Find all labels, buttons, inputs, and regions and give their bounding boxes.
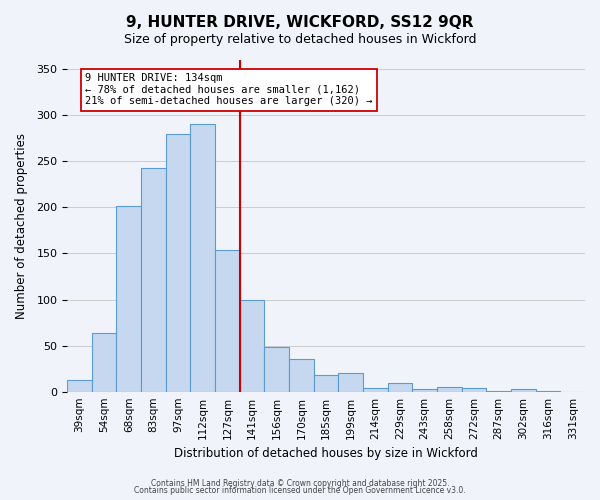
Bar [437, 387, 462, 392]
X-axis label: Distribution of detached houses by size in Wickford: Distribution of detached houses by size … [174, 447, 478, 460]
Bar [265, 346, 289, 392]
Bar [462, 388, 487, 392]
Bar [190, 124, 215, 392]
Y-axis label: Number of detached properties: Number of detached properties [15, 133, 28, 319]
Text: 9, HUNTER DRIVE, WICKFORD, SS12 9QR: 9, HUNTER DRIVE, WICKFORD, SS12 9QR [126, 15, 474, 30]
Bar [338, 374, 363, 392]
Text: 9 HUNTER DRIVE: 134sqm
← 78% of detached houses are smaller (1,162)
21% of semi-: 9 HUNTER DRIVE: 134sqm ← 78% of detached… [85, 74, 373, 106]
Bar [412, 389, 437, 392]
Bar [314, 375, 338, 392]
Text: Contains HM Land Registry data © Crown copyright and database right 2025.: Contains HM Land Registry data © Crown c… [151, 478, 449, 488]
Bar [215, 250, 240, 392]
Bar [141, 168, 166, 392]
Bar [92, 332, 116, 392]
Bar [67, 380, 92, 392]
Text: Contains public sector information licensed under the Open Government Licence v3: Contains public sector information licen… [134, 486, 466, 495]
Bar [289, 358, 314, 392]
Text: Size of property relative to detached houses in Wickford: Size of property relative to detached ho… [124, 32, 476, 46]
Bar [116, 206, 141, 392]
Bar [511, 389, 536, 392]
Bar [240, 300, 265, 392]
Bar [166, 134, 190, 392]
Bar [363, 388, 388, 392]
Bar [487, 391, 511, 392]
Bar [536, 391, 560, 392]
Bar [388, 384, 412, 392]
